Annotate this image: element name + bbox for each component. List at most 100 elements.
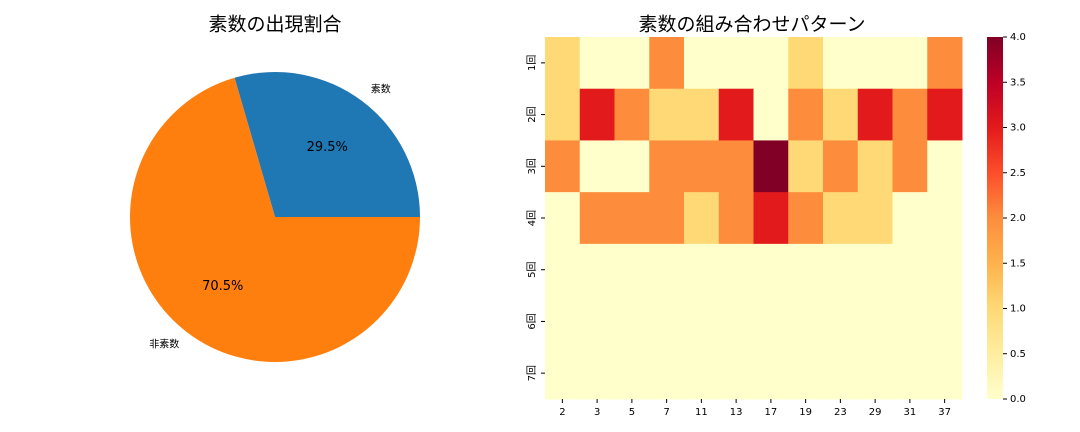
y-tick-label: 1回: [526, 55, 538, 71]
heatmap-cell: [857, 243, 893, 297]
heatmap-cell: [614, 88, 650, 141]
heatmap-cell: [857, 347, 893, 400]
heatmap-cell: [788, 37, 824, 90]
colorbar-tick-label: 4.0: [1010, 32, 1026, 43]
heatmap-cell: [545, 37, 581, 90]
x-tick-label: 17: [765, 407, 778, 418]
heatmap-cell: [788, 140, 824, 193]
x-tick-label: 11: [695, 407, 708, 418]
x-tick-label: 29: [869, 407, 882, 418]
heatmap-cell: [788, 192, 824, 245]
heatmap-cell: [684, 88, 720, 141]
pie-slice: [129, 77, 420, 362]
heatmap-cell: [684, 347, 720, 400]
heatmap-cell: [684, 295, 720, 348]
colorbar-tick-label: 0.5: [1010, 349, 1026, 360]
colorbar-tick-label: 1.5: [1010, 258, 1026, 269]
heatmap-title: 素数の組み合わせパターン: [638, 14, 865, 36]
heatmap-cell: [614, 192, 650, 245]
y-tick-label: 5回: [526, 262, 538, 278]
pie-title: 素数の出現割合: [208, 14, 341, 36]
x-tick-label: 31: [904, 407, 917, 418]
heatmap-cell: [545, 192, 581, 245]
heatmap-cell: [684, 37, 720, 90]
heatmap-cell: [823, 88, 859, 141]
x-tick-label: 5: [629, 407, 635, 418]
heatmap-cell: [892, 37, 928, 90]
heatmap-cell: [614, 295, 650, 348]
x-tick-label: 2: [559, 407, 565, 418]
heatmap-cell: [857, 88, 893, 141]
heatmap-cell: [718, 140, 754, 193]
heatmap-cell: [788, 347, 824, 400]
heatmap-cell: [927, 37, 963, 90]
heatmap-cell: [649, 88, 685, 141]
heatmap-cell: [684, 243, 720, 297]
heatmap-cell: [545, 347, 581, 400]
heatmap-cell: [927, 243, 963, 297]
heatmap-cell: [823, 243, 859, 297]
heatmap-cell: [614, 37, 650, 90]
x-tick-label: 37: [938, 407, 951, 418]
heatmap-cell: [614, 243, 650, 297]
colorbar-tick-label: 2.0: [1010, 213, 1026, 224]
heatmap-cell: [718, 347, 754, 400]
heatmap-cell: [823, 192, 859, 245]
heatmap-cell: [892, 192, 928, 245]
heatmap-cell: [892, 140, 928, 193]
heatmap-cell: [823, 37, 859, 90]
y-tick-label: 2回: [526, 106, 538, 122]
heatmap-cell: [857, 37, 893, 90]
heatmap-cell: [753, 140, 789, 193]
heatmap-cell: [579, 347, 615, 400]
heatmap-cell: [892, 295, 928, 348]
heatmap-cell: [718, 243, 754, 297]
heatmap-cell: [718, 295, 754, 348]
colorbar-tick-label: 3.5: [1010, 77, 1026, 88]
pie-value-label: 29.5%: [307, 140, 348, 155]
heatmap-cell: [684, 140, 720, 193]
heatmap-cell: [823, 347, 859, 400]
y-tick-label: 4回: [526, 210, 538, 226]
heatmap-cell: [753, 37, 789, 90]
heatmap-cell: [892, 88, 928, 141]
heatmap-cell: [649, 347, 685, 400]
pie-category-label: 非素数: [149, 338, 179, 351]
heatmap-cell: [927, 88, 963, 141]
heatmap-cell: [649, 37, 685, 90]
pie-slice: [234, 72, 420, 217]
heatmap-cell: [545, 243, 581, 297]
colorbar: [987, 37, 1003, 399]
heatmap-cell: [649, 295, 685, 348]
heatmap-cell: [545, 140, 581, 193]
heatmap-cell: [857, 192, 893, 245]
heatmap-cell: [857, 295, 893, 348]
heatmap-cell: [927, 295, 963, 348]
colorbar-tick-label: 3.0: [1010, 123, 1026, 134]
heatmap-cell: [753, 192, 789, 245]
colorbar-tick-label: 0.0: [1010, 394, 1026, 405]
heatmap-cell: [649, 140, 685, 193]
heatmap-cell: [545, 88, 581, 141]
colorbar-tick-label: 2.5: [1010, 168, 1026, 179]
y-tick-label: 6回: [526, 313, 538, 329]
heatmap-cell: [579, 243, 615, 297]
x-tick-label: 23: [834, 407, 847, 418]
heatmap-cell: [823, 295, 859, 348]
heatmap-cell: [614, 140, 650, 193]
heatmap-cell: [579, 140, 615, 193]
pie-category-label: 素数: [371, 82, 391, 95]
heatmap-cell: [718, 192, 754, 245]
heatmap-cell: [579, 37, 615, 90]
heatmap-cell: [823, 140, 859, 193]
heatmap-cell: [927, 192, 963, 245]
heatmap-cell: [545, 295, 581, 348]
heatmap-cell: [649, 243, 685, 297]
x-tick-label: 19: [799, 407, 812, 418]
heatmap-cell: [892, 243, 928, 297]
heatmap-cell: [753, 243, 789, 297]
y-tick-label: 3回: [526, 158, 538, 174]
heatmap-cell: [614, 347, 650, 400]
heatmap-cell: [649, 192, 685, 245]
